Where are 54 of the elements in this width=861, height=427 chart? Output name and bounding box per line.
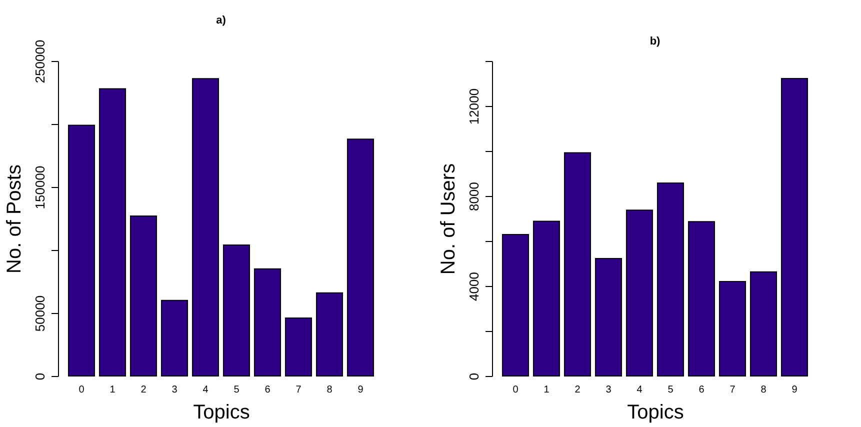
x-tick-label: 4 xyxy=(202,384,209,396)
bar xyxy=(594,258,622,376)
x-tick-label: 0 xyxy=(78,384,85,396)
x-tick-label: 4 xyxy=(636,384,643,396)
bar xyxy=(192,78,220,376)
bar xyxy=(718,281,746,376)
bar xyxy=(222,244,250,376)
x-axis-title: Topics xyxy=(193,402,250,424)
y-tick-label: 150000 xyxy=(32,166,48,210)
x-tick-label: 9 xyxy=(358,384,364,396)
y-tick-label: 0 xyxy=(466,372,482,380)
bar xyxy=(656,182,684,376)
y-axis-title: No. of Users xyxy=(438,163,460,275)
bar xyxy=(130,215,158,376)
bar xyxy=(688,221,716,376)
x-tick-label: 8 xyxy=(326,384,333,396)
y-tick-label: 0 xyxy=(32,372,48,380)
y-tick-label: 12000 xyxy=(466,88,482,125)
x-tick-label: 8 xyxy=(760,384,767,396)
y-tick-label: 250000 xyxy=(32,40,48,84)
x-tick-label: 5 xyxy=(234,384,240,396)
bar xyxy=(254,268,282,376)
y-tick-label: 4000 xyxy=(466,272,482,301)
chart-title: b) xyxy=(650,36,661,48)
x-tick-label: 1 xyxy=(544,384,550,396)
x-tick-label: 2 xyxy=(140,384,147,396)
x-tick-label: 6 xyxy=(264,384,271,396)
bar xyxy=(780,78,808,376)
x-tick-label: 3 xyxy=(606,384,612,396)
x-tick-label: 2 xyxy=(574,384,581,396)
y-axis-title: No. of Posts xyxy=(4,164,26,274)
bar xyxy=(160,300,188,376)
y-tick-label: 8000 xyxy=(466,182,482,211)
x-tick-label: 1 xyxy=(110,384,116,396)
bar xyxy=(626,210,654,376)
x-tick-label: 7 xyxy=(296,384,302,396)
x-tick-label: 7 xyxy=(730,384,736,396)
x-tick-label: 0 xyxy=(512,384,519,396)
x-tick-label: 5 xyxy=(668,384,674,396)
chart-title: a) xyxy=(216,14,226,26)
bar xyxy=(502,234,530,376)
y-tick-label: 50000 xyxy=(32,295,48,332)
x-axis-title: Topics xyxy=(627,402,684,424)
bar xyxy=(284,318,312,376)
x-tick-label: 9 xyxy=(792,384,798,396)
bar xyxy=(564,152,592,376)
bar xyxy=(316,292,344,376)
bar xyxy=(68,124,96,376)
bar xyxy=(98,88,126,376)
x-tick-label: 6 xyxy=(698,384,705,396)
bar xyxy=(346,138,374,376)
bar xyxy=(750,271,778,376)
bar xyxy=(532,220,560,376)
x-tick-label: 3 xyxy=(172,384,178,396)
